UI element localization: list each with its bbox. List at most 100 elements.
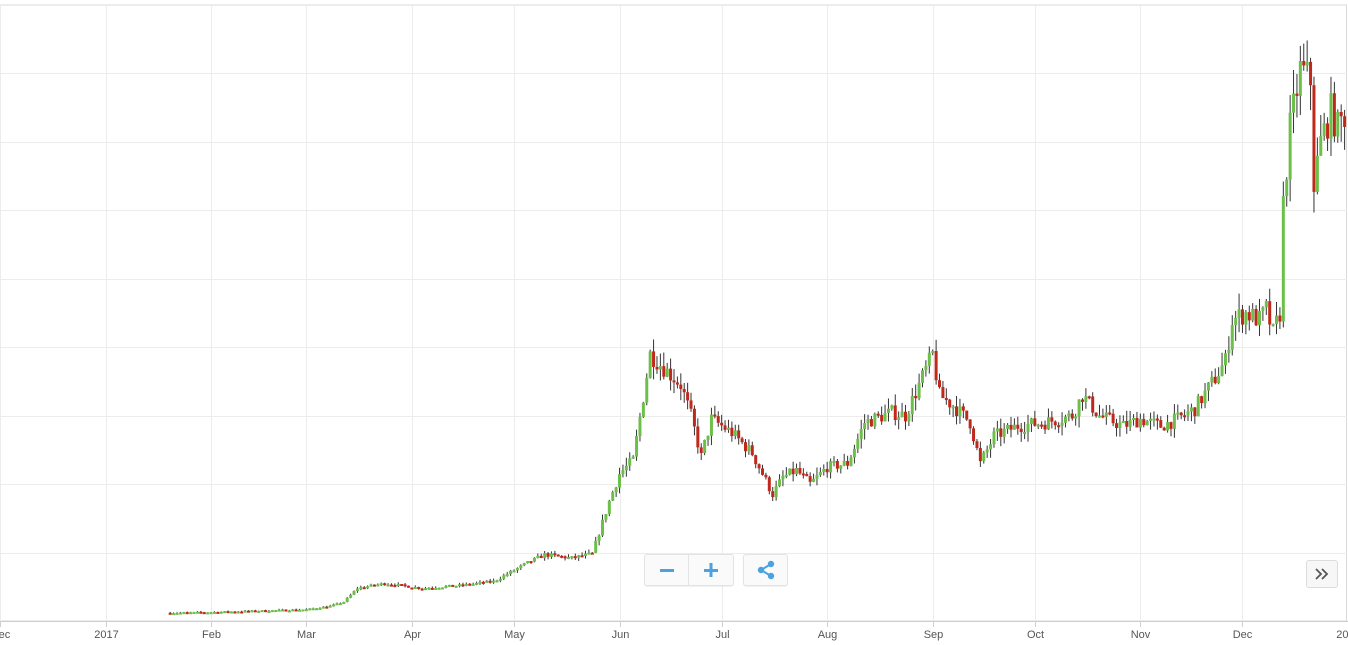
candle-body	[842, 460, 846, 466]
candle-body	[706, 435, 710, 440]
candle-body	[1145, 420, 1149, 426]
candle-body	[1193, 407, 1197, 417]
x-tick-label: Dec	[0, 629, 11, 641]
candle-body	[900, 411, 904, 418]
candle-body	[1326, 123, 1330, 139]
candle-body	[645, 377, 649, 403]
candle-body	[1087, 396, 1091, 399]
candle-body	[1319, 135, 1323, 156]
candle-body	[713, 414, 717, 417]
candle-body	[308, 608, 312, 611]
candle-body	[597, 535, 601, 541]
candle-body	[958, 406, 962, 417]
candle-body	[515, 568, 519, 571]
candle-body	[989, 444, 993, 450]
candle-body	[1029, 418, 1033, 424]
candle-body	[389, 584, 393, 587]
candle-body	[1043, 424, 1047, 430]
candle-body	[1019, 428, 1023, 433]
candle-body	[818, 471, 822, 476]
candle-body	[822, 469, 826, 472]
candle-body	[781, 475, 785, 480]
share-button[interactable]	[743, 554, 788, 586]
candle-body	[424, 588, 428, 591]
candle-body	[876, 413, 880, 416]
candle-body	[934, 350, 938, 381]
candle-body	[924, 365, 928, 371]
candle-body	[444, 586, 448, 589]
candle-body	[549, 553, 553, 557]
candle-body	[978, 447, 982, 462]
candle-body	[788, 468, 792, 475]
candle-body	[1189, 407, 1193, 412]
candle-body	[209, 612, 213, 615]
candle-body	[400, 584, 404, 587]
candle-body	[1063, 416, 1067, 423]
candle-body	[1050, 417, 1054, 422]
candle-body	[1322, 123, 1326, 136]
candle-body	[761, 468, 765, 475]
candle-body	[1213, 376, 1217, 384]
candle-body	[999, 428, 1003, 437]
candle-body	[1281, 196, 1285, 322]
candle-body	[641, 402, 645, 418]
candle-body	[948, 399, 952, 408]
candle-body	[1036, 424, 1040, 427]
candle-body	[1091, 396, 1095, 413]
candle-body	[927, 352, 931, 366]
candle-body	[1278, 315, 1282, 322]
candle-body	[1183, 415, 1187, 418]
candle-body	[1118, 422, 1122, 429]
candle-body	[628, 458, 632, 466]
candle-body	[890, 405, 894, 409]
zoom-controls	[644, 554, 734, 586]
candle-body	[284, 609, 288, 612]
candle-body	[621, 470, 625, 475]
candle-body	[468, 583, 472, 586]
candle-body	[560, 555, 564, 558]
zoom-in-button[interactable]	[688, 555, 732, 585]
candle-body	[733, 430, 737, 437]
candle-body	[703, 439, 707, 453]
candle-body	[1305, 61, 1309, 66]
candle-body	[1292, 93, 1296, 113]
candle-body	[413, 587, 417, 590]
candle-body	[778, 479, 782, 487]
scroll-forward-button[interactable]	[1306, 560, 1338, 588]
candle-body	[1339, 112, 1343, 117]
candle-body	[580, 555, 584, 558]
candle-body	[1132, 417, 1136, 420]
candle-body	[1002, 428, 1006, 437]
plot-border	[0, 4, 1347, 622]
candle-body	[219, 611, 223, 614]
candle-body	[178, 612, 182, 615]
candle-body	[464, 583, 468, 586]
zoom-out-button[interactable]	[645, 555, 688, 585]
candle-body	[386, 584, 390, 587]
x-axis: Dec 2017 Feb Mar Apr May Jun Jul Aug Sep Oct Nov Dec…	[0, 621, 1348, 641]
candle-body	[655, 366, 659, 370]
candle-body	[264, 610, 268, 613]
candle-body	[526, 561, 530, 564]
x-tick-label: Sep	[924, 629, 944, 641]
candle-body	[682, 389, 686, 393]
candle-body	[335, 603, 339, 606]
candle-body	[856, 438, 860, 449]
candle-body	[968, 419, 972, 429]
plus-icon	[703, 563, 718, 577]
candle-body	[726, 427, 730, 430]
candle-body	[349, 594, 353, 598]
candle-body	[1271, 324, 1275, 327]
candle-body	[359, 587, 363, 590]
candle-body	[478, 581, 482, 584]
candle-body	[182, 612, 186, 615]
candle-body	[635, 435, 639, 457]
candle-body	[883, 412, 887, 422]
x-tick-label: 2018	[1336, 629, 1348, 641]
candle-body	[1237, 309, 1241, 318]
candle-body	[1169, 422, 1173, 429]
candle-body	[1149, 418, 1153, 421]
candle-body	[1070, 413, 1074, 419]
candle-body	[716, 416, 720, 423]
